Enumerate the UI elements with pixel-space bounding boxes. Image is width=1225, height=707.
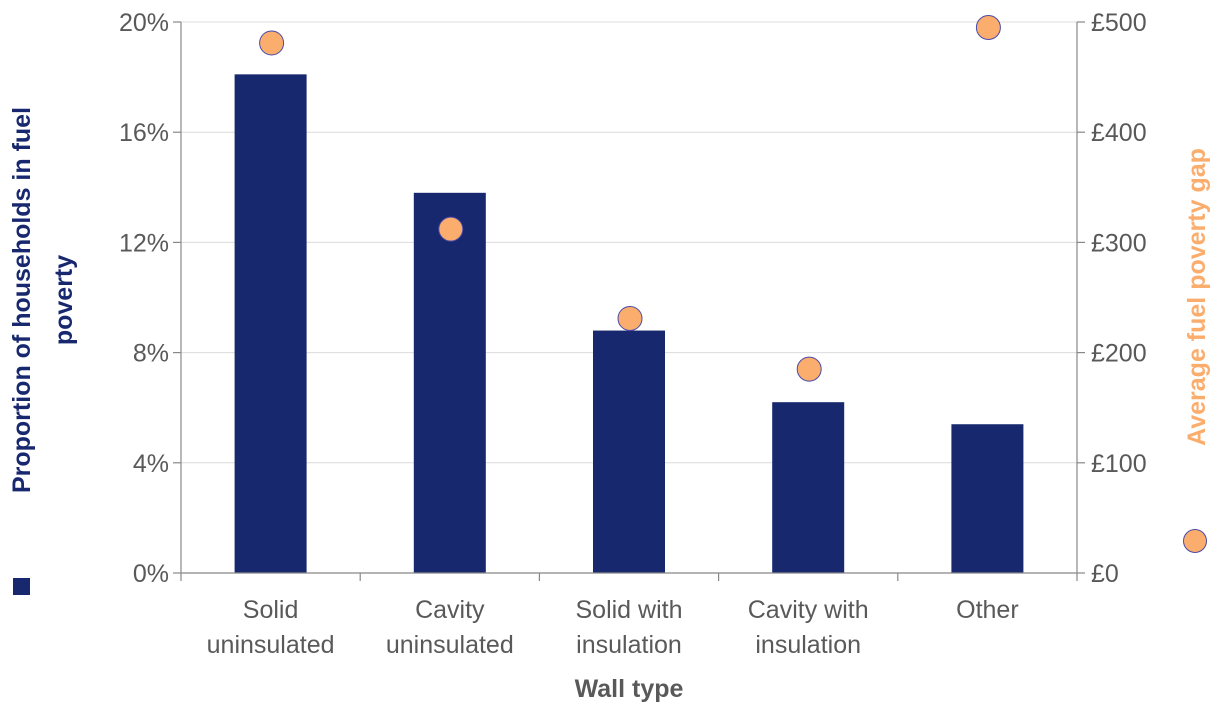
right-tick-label: £500 — [1091, 9, 1147, 37]
point — [438, 216, 464, 242]
bar — [413, 192, 486, 573]
right-axis-ticks: £0 £100 £200 £300 £400 £500 — [1077, 9, 1147, 588]
scatter-series — [259, 15, 1001, 382]
point — [975, 15, 1001, 41]
left-tick-label: 4% — [133, 450, 169, 478]
left-tick-label: 0% — [133, 560, 169, 588]
category-label: Solid uninsulated — [207, 596, 335, 659]
right-axis-title-text: Average fuel poverty gap — [1183, 148, 1211, 446]
left-tick-label: 20% — [119, 9, 169, 37]
category-label: Cavity with insulation — [748, 596, 869, 659]
right-tick-label: £200 — [1091, 340, 1147, 368]
category-label: Solid with insulation — [576, 596, 683, 659]
x-axis-title: Wall type — [575, 675, 684, 703]
x-axis-ticks: Solid uninsulated Cavity uninsulated Solid w… — [180, 573, 1078, 659]
left-axis-title: Proportion of households in fuel poverty — [8, 107, 78, 493]
left-axis-title-line-1: Proportion of households in fuel — [8, 107, 36, 493]
right-axis-title: Average fuel poverty gap — [1183, 148, 1211, 446]
point — [617, 305, 643, 331]
left-tick-label: 12% — [119, 229, 169, 257]
right-tick-label: £300 — [1091, 229, 1147, 257]
left-legend-marker — [13, 578, 30, 595]
left-tick-label: 8% — [133, 340, 169, 368]
axes — [180, 22, 1078, 574]
category-label: Other — [956, 596, 1019, 624]
right-tick-label: £400 — [1091, 119, 1147, 147]
right-tick-label: £0 — [1091, 560, 1119, 588]
left-tick-label: 16% — [119, 119, 169, 147]
point — [796, 356, 822, 382]
bar — [593, 330, 665, 573]
category-label: Cavity uninsulated — [386, 596, 514, 659]
right-tick-label: £100 — [1091, 450, 1147, 478]
bar — [951, 424, 1024, 573]
bar-series — [234, 74, 1024, 573]
point — [259, 30, 285, 56]
gridlines — [181, 21, 1077, 464]
bar — [234, 74, 307, 573]
left-axis-title-line-2: poverty — [50, 255, 78, 345]
bar — [772, 402, 845, 573]
right-legend-marker — [1183, 529, 1207, 553]
left-axis-ticks: 0% 4% 8% 12% 16% 20% — [119, 9, 181, 588]
